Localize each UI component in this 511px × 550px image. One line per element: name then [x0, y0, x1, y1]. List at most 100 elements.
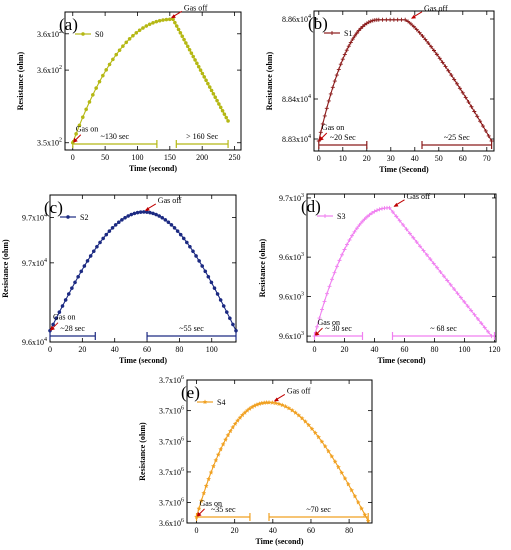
x-tick-label: 40	[371, 345, 379, 354]
gas-off-arrowhead	[170, 14, 176, 19]
data-point	[101, 236, 106, 241]
y-tick-label: 9.7x104	[22, 213, 47, 223]
legend-marker	[330, 31, 334, 35]
data-point	[218, 105, 223, 110]
data-point	[302, 419, 308, 424]
data-point	[209, 88, 214, 93]
data-point	[225, 432, 231, 438]
x-tick-label: 100	[459, 345, 471, 354]
data-point	[377, 207, 382, 212]
data-point	[401, 222, 406, 227]
data-point	[116, 220, 121, 225]
x-tick-label: 80	[431, 345, 439, 354]
data-point	[388, 17, 393, 22]
data-point	[319, 439, 325, 444]
y-axis-label: Resistance (ohm)	[258, 238, 267, 297]
recovery-time-label: ~70 sec	[306, 505, 331, 514]
data-point	[322, 443, 328, 449]
data-point	[334, 73, 339, 78]
data-point	[423, 37, 428, 42]
data-point	[66, 292, 71, 296]
data-point	[230, 424, 236, 430]
data-point	[330, 85, 335, 90]
data-point	[320, 307, 324, 312]
data-point	[212, 286, 217, 290]
gas-on-arrowhead	[50, 325, 55, 331]
data-point	[475, 114, 480, 119]
x-tick-label: 120	[489, 345, 501, 354]
x-tick-label: 100	[131, 153, 143, 162]
x-axis-label: Time (second)	[255, 537, 303, 546]
panel-label: (c)	[44, 198, 63, 217]
data-point	[332, 79, 337, 84]
data-point	[443, 64, 448, 69]
data-point	[80, 115, 85, 120]
x-axis-label: Time (Second)	[379, 165, 429, 174]
data-point	[352, 493, 358, 499]
data-point	[227, 428, 233, 434]
data-point	[432, 48, 436, 53]
data-point	[51, 322, 55, 327]
data-point	[397, 218, 402, 223]
x-tick-label: 40	[411, 154, 419, 163]
x-tick-label: 60	[307, 526, 315, 535]
data-point	[318, 130, 323, 135]
recovery-time-label: ~ 68 sec	[430, 324, 457, 333]
data-point	[339, 470, 345, 475]
y-axis-label: Resistance (ohm)	[265, 51, 274, 110]
data-point	[218, 298, 223, 302]
data-point	[222, 112, 227, 117]
gas-off-arrowhead	[144, 206, 150, 211]
data-point	[157, 214, 162, 218]
data-point	[85, 259, 90, 263]
data-point	[178, 30, 183, 35]
data-point	[355, 226, 359, 231]
legend-label: S3	[337, 212, 345, 221]
x-tick-label: 10	[339, 154, 347, 163]
data-point	[431, 261, 436, 266]
gas-on-arrowhead	[314, 331, 320, 337]
data-point	[206, 274, 211, 279]
data-point	[90, 92, 95, 97]
data-point	[469, 308, 474, 313]
legend-label: S0	[95, 30, 103, 39]
data-point	[121, 44, 125, 48]
data-point	[380, 206, 384, 211]
y-tick-label: 8.86x104	[282, 14, 311, 24]
data-point	[54, 316, 59, 321]
data-point	[117, 48, 122, 53]
data-point	[107, 229, 112, 233]
chart-panel-3: 0 20 40 60 80 100 9.6x104 9.7x104 9.7x104 Time (s…	[1, 194, 238, 365]
data-point	[70, 286, 74, 290]
x-tick-label: 20	[341, 345, 349, 354]
data-point	[325, 291, 329, 296]
data-point	[403, 17, 408, 22]
gas-on-arrowhead	[72, 137, 78, 143]
data-point	[460, 90, 465, 95]
gas-off-label: Gas off	[158, 196, 182, 205]
y-tick-label: 3.5x102	[37, 138, 62, 148]
data-point	[399, 17, 404, 22]
gas-off-label: Gas off	[407, 192, 431, 201]
data-point	[176, 27, 181, 32]
data-point	[76, 274, 80, 279]
data-point	[327, 284, 332, 289]
data-point	[124, 40, 129, 45]
data-point	[88, 254, 93, 258]
data-point	[154, 212, 158, 217]
data-point	[151, 211, 155, 216]
data-point	[173, 20, 177, 25]
data-point	[486, 133, 491, 138]
data-point	[63, 298, 68, 302]
data-point	[101, 73, 105, 78]
data-point	[234, 328, 238, 333]
data-point	[368, 19, 373, 24]
x-tick-label: 80	[175, 345, 183, 354]
gas-on-label: Gas on	[200, 499, 222, 508]
data-point	[479, 321, 484, 326]
plot-frame	[186, 379, 373, 524]
data-point	[322, 113, 327, 118]
plot-frame	[313, 10, 495, 152]
data-point	[231, 322, 235, 327]
data-point	[191, 249, 195, 254]
